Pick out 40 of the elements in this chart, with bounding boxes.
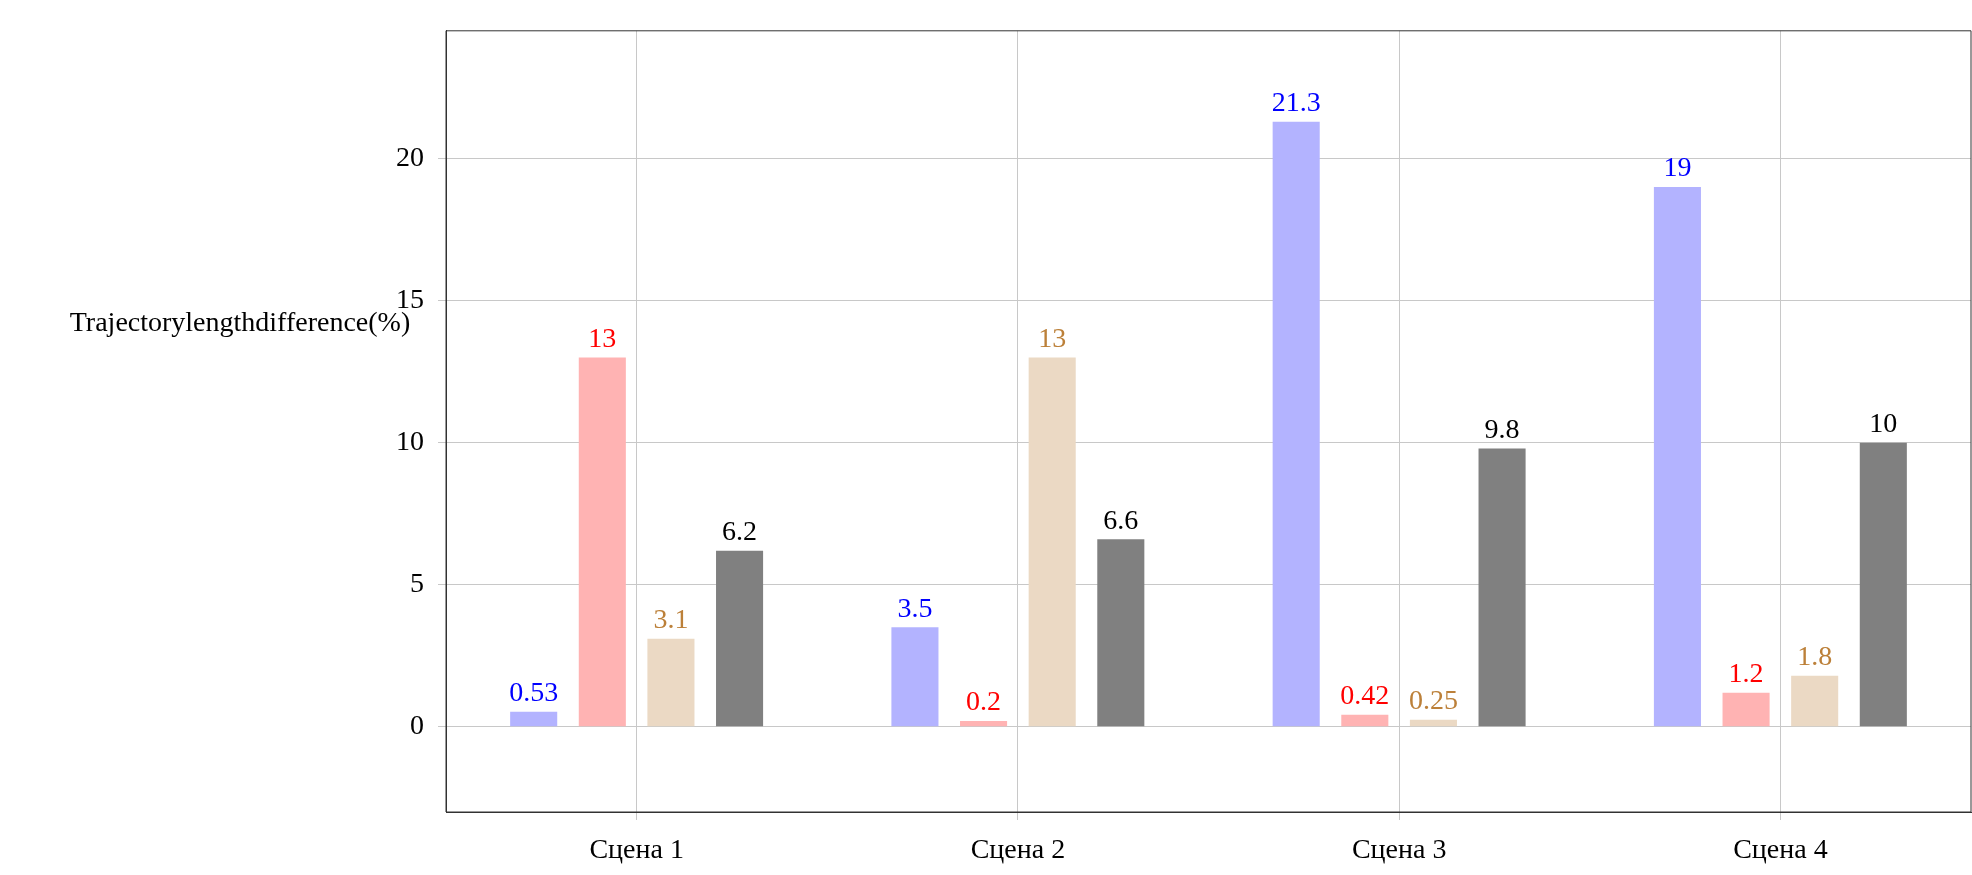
x-tick-label: Сцена 1 <box>589 833 684 865</box>
bar <box>1653 187 1701 727</box>
data-label: 0.2 <box>966 685 1002 717</box>
bar <box>891 627 939 727</box>
bar <box>1409 719 1457 727</box>
bar <box>578 357 626 727</box>
data-label: 0.53 <box>509 676 559 708</box>
y-tick-label: 0 <box>410 709 424 741</box>
bar <box>1341 714 1389 727</box>
bar <box>1272 121 1320 727</box>
data-label: 6.2 <box>722 515 758 547</box>
bar <box>716 550 764 727</box>
bar <box>647 638 695 727</box>
bar <box>1478 448 1526 727</box>
y-tick-label: 10 <box>396 425 424 457</box>
bar <box>1028 357 1076 727</box>
data-label: 21.3 <box>1271 86 1321 118</box>
data-label: 13 <box>1038 321 1067 353</box>
data-label: 3.1 <box>653 603 689 635</box>
data-label: 19 <box>1663 151 1692 183</box>
data-label: 3.5 <box>897 591 933 623</box>
data-label: 1.8 <box>1797 640 1833 671</box>
bar <box>960 721 1008 727</box>
data-label: 10 <box>1869 407 1898 439</box>
x-tick-label: Сцена 3 <box>1351 833 1447 865</box>
x-tick-label: Сцена 4 <box>1733 833 1828 865</box>
bar <box>1859 442 1907 727</box>
data-label: 13 <box>588 321 617 353</box>
x-tick-label: Сцена 2 <box>970 833 1066 865</box>
y-tick-label: 5 <box>410 567 424 599</box>
bar <box>1097 539 1145 727</box>
bar <box>1791 675 1839 727</box>
data-label: 6.6 <box>1103 503 1139 535</box>
data-label: 9.8 <box>1484 412 1520 444</box>
data-label: 0.42 <box>1340 679 1390 711</box>
y-tick-label: 20 <box>396 140 424 172</box>
data-label: 1.2 <box>1728 657 1764 689</box>
bar <box>510 711 558 727</box>
data-label: 0.25 <box>1408 684 1458 716</box>
bar <box>1722 692 1770 727</box>
